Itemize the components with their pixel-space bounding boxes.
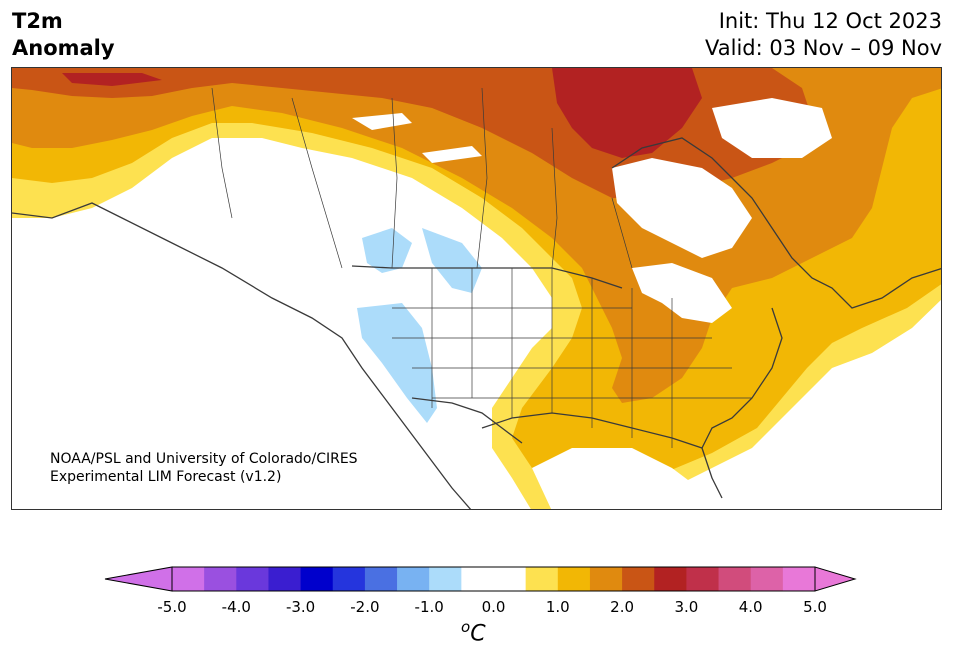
coastline-east (611, 137, 941, 309)
init-date: Init: Thu 12 Oct 2023 (718, 9, 942, 33)
gulf-of-mexico (532, 448, 712, 509)
colorbar-segment (525, 567, 559, 591)
arctic-lake-2 (422, 146, 482, 163)
colorbar-tick-label: -1.0 (414, 598, 444, 616)
credit-line1: NOAA/PSL and University of Colorado/CIRE… (50, 451, 358, 467)
colorbar-tick-label: 3.0 (674, 598, 699, 616)
colorbar-segment (750, 567, 784, 591)
anom-neg-region-6 (422, 228, 482, 293)
great-lakes (632, 263, 732, 323)
map-title: T2m Anomaly (12, 8, 115, 62)
colorbar-tick-label: 2.0 (610, 598, 635, 616)
province-line-2 (291, 97, 343, 269)
province-line-4 (476, 87, 488, 269)
colorbar-tick-label: 1.0 (545, 598, 570, 616)
colorbar-segment (204, 567, 237, 591)
map-panel: NOAA/PSL and University of Colorado/CIRE… (11, 67, 942, 510)
colorbar-segment (782, 567, 816, 591)
credit-text: NOAA/PSL and University of Colorado/CIRE… (50, 450, 358, 486)
colorbar-tick-label: 0.0 (481, 598, 506, 616)
colorbar-under-arrow (104, 566, 173, 592)
colorbar-segment (686, 567, 720, 591)
colorbar-segment (718, 567, 752, 591)
colorbar-tick-label: 4.0 (738, 598, 763, 616)
hudson-bay (612, 158, 752, 258)
colorbar-unit: oC (461, 618, 486, 646)
state-lines (211, 87, 752, 448)
colorbar-tick-label: -3.0 (285, 598, 316, 616)
colorbar-tick-label: -5.0 (157, 598, 187, 616)
colorbar-svg (104, 566, 857, 592)
colorbar-segment (268, 567, 302, 591)
colorbar-segment (493, 567, 527, 591)
us-mexico-border (411, 397, 523, 444)
colorbar (100, 560, 860, 600)
valid-range: Valid: 03 Nov – 09 Nov (705, 36, 942, 60)
colorbar-tick-label: -4.0 (221, 598, 251, 616)
colorbar-segment (589, 567, 623, 591)
atlantic-ocean (773, 339, 941, 509)
colorbar-segment (300, 567, 334, 591)
province-line-6 (611, 197, 633, 269)
anom-neg-region-5 (362, 228, 412, 273)
colorbar-segment (461, 567, 494, 591)
forecast-dates: Init: Thu 12 Oct 2023 Valid: 03 Nov – 09… (705, 8, 942, 62)
province-line-3 (391, 97, 398, 269)
colorbar-segment (429, 567, 462, 591)
colorbar-segment (364, 567, 398, 591)
colorbar-segment (397, 567, 430, 591)
colorbar-segment (172, 567, 205, 591)
colorbar-segment (557, 567, 591, 591)
province-line-1 (211, 87, 233, 219)
anom-neg-region-7 (357, 303, 437, 423)
title-line1: T2m (12, 9, 63, 33)
colorbar-outline (171, 566, 816, 592)
anomaly-shading (12, 68, 941, 509)
coastline-west (12, 202, 472, 509)
province-line-5 (551, 127, 558, 269)
colorbar-tick-label: -2.0 (350, 598, 380, 616)
colorbar-segment (236, 567, 269, 591)
colorbar-tick-label: 5.0 (803, 598, 827, 616)
unit-letter: C (470, 621, 486, 647)
anom-2.5-region (62, 68, 702, 158)
arctic-lake-1 (352, 113, 412, 130)
unit-degree: o (461, 618, 471, 636)
colorbar-segment (332, 567, 366, 591)
canada-us-border (351, 265, 623, 289)
colorbar-over-arrow (814, 566, 857, 592)
title-line2: Anomaly (12, 36, 115, 60)
coastline-southeast (701, 307, 783, 499)
anomaly-map (12, 68, 941, 509)
colorbar-segment (654, 567, 687, 591)
pacific-ocean (12, 218, 431, 509)
baffin-gap (712, 98, 832, 158)
credit-line2: Experimental LIM Forecast (v1.2) (50, 469, 282, 485)
colorbar-segment (622, 567, 655, 591)
